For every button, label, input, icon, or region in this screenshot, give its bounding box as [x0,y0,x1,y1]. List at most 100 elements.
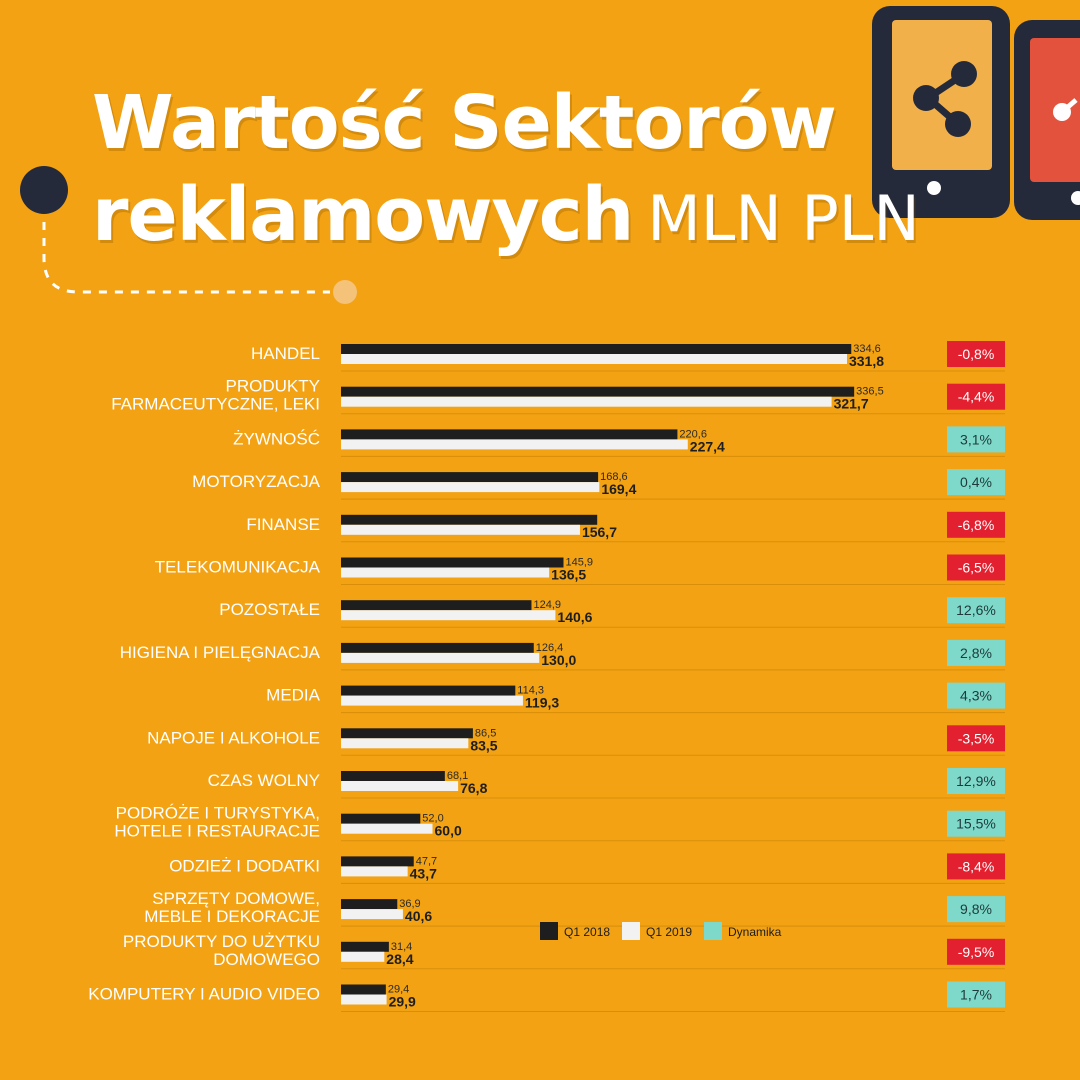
value-label-q1-2018: 29,4 [388,984,409,996]
legend-label-q1-2018: Q1 2018 [564,925,610,939]
value-label-q1-2019: 40,6 [405,908,432,924]
category-label: PODRÓŻE I TURYSTYKA, [116,804,320,823]
value-label-q1-2018: 36,9 [399,898,420,910]
bar-q1-2019 [341,610,556,621]
category-label: HOTELE I RESTAURACJE [114,822,320,841]
dynamics-badge [947,383,1005,410]
value-label-q1-2018: 145,9 [565,557,593,569]
bar-q1-2018 [341,813,421,824]
category-label: FINANSE [246,515,320,534]
bar-q1-2018 [341,941,389,952]
value-label-q1-2019: 156,7 [582,524,617,540]
value-label-q1-2018: 68,1 [447,770,468,782]
bar-q1-2018 [341,856,414,867]
dynamics-badge [947,853,1005,880]
bar-q1-2019 [341,695,523,706]
dynamics-badge [947,426,1005,453]
category-label: POZOSTAŁE [219,600,320,619]
bar-q1-2019 [341,781,459,791]
dynamics-value: 0,4% [960,474,992,490]
dynamics-badge [947,981,1005,1008]
bar-q1-2019 [341,396,832,407]
dynamics-value: -4,4% [958,389,995,405]
bar-q1-2019 [341,909,403,920]
value-label-q1-2019: 83,5 [470,737,497,753]
dynamics-value: 4,3% [960,688,992,704]
bar-q1-2019 [341,482,600,493]
dynamics-value: -0,8% [958,346,995,362]
bar-q1-2018 [341,472,599,483]
bar-q1-2018 [341,557,564,568]
bar-q1-2018 [341,514,598,525]
category-label: HANDEL [251,344,320,363]
category-label: TELEKOMUNIKACJA [155,558,321,577]
category-label: MOTORYZACJA [192,472,320,491]
bar-q1-2018 [341,429,678,440]
dynamics-value: 9,8% [960,901,992,917]
dynamics-value: 12,6% [956,602,996,618]
value-label-q1-2019: 331,8 [849,353,884,369]
value-label-q1-2019: 140,6 [557,609,592,625]
category-label: DOMOWEGO [213,950,320,969]
dynamics-badge [947,682,1005,709]
value-label-q1-2018: 126,4 [536,642,564,654]
category-label: ŻYWNOŚĆ [233,429,320,448]
value-label-q1-2018: 124,9 [533,599,561,611]
value-label-q1-2019: 28,4 [386,951,413,967]
category-label: PRODUKTY [226,377,320,396]
value-label-q1-2019: 136,5 [551,567,586,583]
category-label: MEDIA [266,686,321,705]
dynamics-value: 15,5% [956,816,996,832]
legend-swatch-q1-2019 [622,922,640,940]
dynamics-badge [947,554,1005,581]
category-label: KOMPUTERY I AUDIO VIDEO [88,985,320,1004]
bar-q1-2018 [341,344,852,354]
value-label-q1-2018: 336,5 [856,386,884,398]
bar-q1-2019 [341,439,688,450]
category-label: HIGIENA I PIELĘGNACJA [120,643,321,662]
dynamics-value: -9,5% [958,944,995,960]
dynamics-badge [947,938,1005,965]
dynamics-value: -6,8% [958,517,995,533]
chart-title-line1: Wartość Sektorów [92,80,837,166]
dynamics-value: 1,7% [960,987,992,1003]
category-label: PRODUKTY DO UŻYTKU [123,932,320,951]
bar-q1-2018 [341,685,516,696]
value-label-q1-2019: 76,8 [460,780,487,796]
chart-title-word: reklamowych [92,172,634,258]
dynamics-value: -8,4% [958,858,995,874]
value-label-q1-2019: 321,7 [834,396,869,412]
value-label-q1-2019: 169,4 [601,481,636,497]
dynamics-badge [947,597,1005,624]
value-label-q1-2018: 168,6 [600,471,628,483]
dynamics-value: 12,9% [956,773,996,789]
legend-swatch-q1-2018 [540,922,558,940]
bar-q1-2018 [341,899,398,910]
bar-q1-2018 [341,386,855,397]
bar-q1-2019 [341,354,847,364]
value-label-q1-2019: 60,0 [435,823,462,839]
dynamics-badge [947,639,1005,666]
value-label-q1-2019: 130,0 [541,652,576,668]
dynamics-value: 2,8% [960,645,992,661]
category-label: NAPOJE I ALKOHOLE [147,728,320,747]
value-label-q1-2018: 334,6 [853,343,881,355]
dynamics-value: -6,5% [958,560,995,576]
dark-dot-decoration [20,166,68,214]
light-dot-decoration [333,280,357,304]
category-label: SPRZĘTY DOMOWE, [152,889,320,908]
dashed-line-decoration [42,222,330,294]
bar-q1-2018 [341,600,532,611]
value-label-q1-2019: 29,9 [389,994,416,1010]
category-label: MEBLE I DEKORACJE [144,907,320,926]
chart-title-unit: MLN PLN [647,182,920,255]
value-label-q1-2018: 114,3 [517,685,544,697]
value-label-q1-2019: 227,4 [690,438,725,454]
value-label-q1-2018: 86,5 [475,727,496,739]
category-label: FARMACEUTYCZNE, LEKI [111,395,320,414]
dynamics-badge [947,341,1005,367]
legend-swatch-dynamics [704,922,722,940]
bar-q1-2019 [341,951,385,962]
